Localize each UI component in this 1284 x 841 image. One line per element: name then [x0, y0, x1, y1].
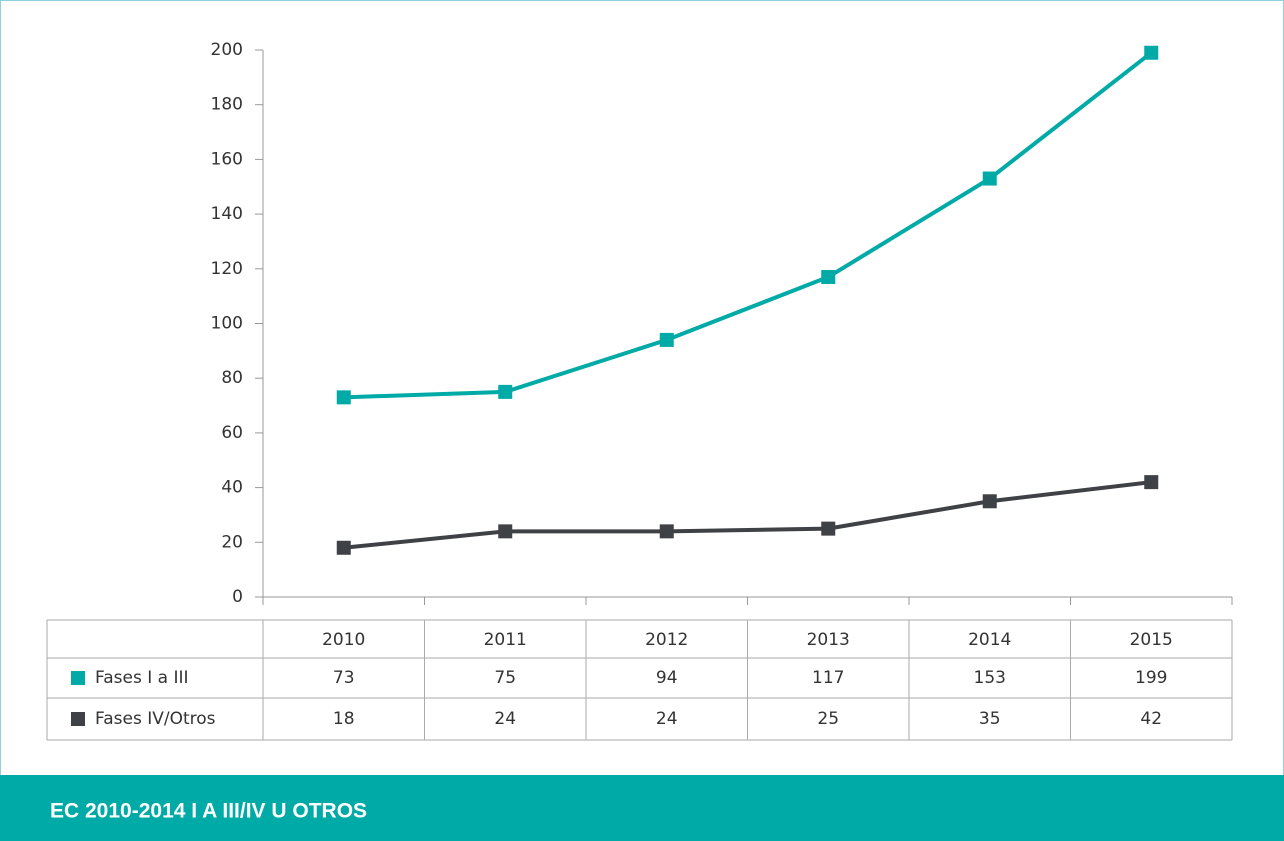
x-tick-label: 2013: [807, 630, 850, 650]
footer-band: [0, 775, 1284, 841]
y-tick-label: 20: [221, 532, 243, 552]
y-tick-label: 120: [211, 259, 243, 279]
y-tick-label: 180: [211, 95, 243, 115]
table-value: 73: [333, 668, 355, 688]
table-value: 94: [656, 668, 678, 688]
legend-label: Fases I a III: [95, 668, 189, 688]
legend-label: Fases IV/Otros: [95, 709, 216, 729]
table-value: 18: [333, 709, 355, 729]
marker: [498, 524, 513, 539]
table-value: 199: [1135, 668, 1167, 688]
marker: [1144, 475, 1159, 490]
y-tick-label: 200: [211, 40, 243, 60]
table-value: 117: [812, 668, 844, 688]
y-tick-label: 140: [211, 204, 243, 224]
line: [343, 480, 1152, 550]
marker: [982, 171, 997, 186]
y-tick-label: 100: [211, 314, 243, 334]
marker: [498, 384, 513, 399]
chart-title: EC 2010-2014 I A III/IV U OTROS: [50, 800, 367, 823]
x-tick-label: 2011: [484, 630, 527, 650]
marker: [336, 540, 351, 555]
chart-border: [0, 0, 1284, 776]
table-value: 42: [1140, 709, 1162, 729]
marker: [821, 521, 836, 536]
table-value: 35: [979, 709, 1001, 729]
table-value: 153: [974, 668, 1006, 688]
marker: [659, 524, 674, 539]
x-tick-label: 2014: [968, 630, 1011, 650]
x-tick-label: 2012: [645, 630, 688, 650]
x-tick-label: 2015: [1130, 630, 1173, 650]
y-tick-label: 160: [211, 149, 243, 169]
table-value: 25: [817, 709, 839, 729]
table-value: 24: [494, 709, 516, 729]
line: [343, 51, 1153, 400]
marker: [659, 332, 674, 347]
marker: [1144, 45, 1159, 60]
marker: [821, 270, 836, 285]
legend-swatch: [71, 671, 85, 685]
y-tick-label: 60: [221, 423, 243, 443]
table-value: 24: [656, 709, 678, 729]
legend-swatch: [71, 712, 85, 726]
y-tick-label: 40: [221, 478, 243, 498]
y-tick-label: 0: [232, 587, 243, 607]
marker: [336, 390, 351, 405]
x-tick-label: 2010: [322, 630, 365, 650]
y-tick-label: 80: [221, 368, 243, 388]
table-value: 75: [494, 668, 516, 688]
marker: [982, 494, 997, 509]
